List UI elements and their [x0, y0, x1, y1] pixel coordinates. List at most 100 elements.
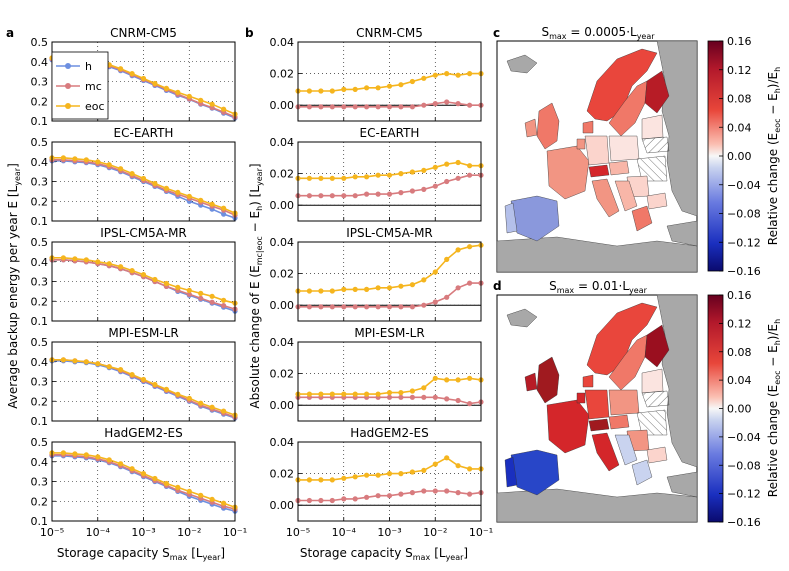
point-mc	[444, 396, 450, 402]
colorbar-tick-label: −0.12	[727, 488, 761, 501]
point-eoc	[455, 72, 461, 78]
y-tick-label: 0.1	[31, 415, 49, 428]
point-eoc	[341, 391, 347, 397]
point-eoc	[364, 85, 370, 91]
point-eoc	[186, 488, 192, 494]
point-eoc	[60, 357, 66, 363]
point-eoc	[352, 474, 358, 480]
map-d-africa	[496, 488, 698, 523]
point-eoc	[175, 89, 181, 95]
y-tick-label: 0.02	[270, 468, 295, 481]
point-mc	[398, 304, 404, 310]
map-c-portugal	[504, 202, 518, 234]
map-c-benelux	[576, 138, 586, 150]
map-c-countries	[496, 40, 698, 273]
series-line-eoc	[298, 244, 482, 292]
point-mc	[467, 491, 473, 497]
point-eoc	[163, 280, 169, 287]
point-eoc	[329, 391, 335, 397]
point-eoc	[83, 452, 89, 458]
point-mc	[421, 302, 427, 308]
subplot-a-3: IPSL-CM5A-MR 0.1 0.2 0.3 0.4 0.5	[31, 226, 238, 328]
point-eoc	[186, 93, 192, 99]
panel-a-line-charts: CNRM-CM5 0.1 0.2 0.3 0.4 0.5 EC-EARTH 0.1 0.2 0.3…	[31, 26, 248, 539]
point-eoc	[467, 71, 473, 77]
y-tick-label: 0.1	[31, 315, 49, 328]
point-eoc	[106, 261, 112, 267]
x-tick-label: 10⁻²	[177, 526, 201, 539]
point-eoc	[352, 174, 358, 180]
point-eoc	[209, 293, 215, 299]
map-d-belarus	[641, 390, 670, 408]
point-eoc	[129, 268, 135, 274]
point-eoc	[341, 86, 347, 92]
point-eoc	[118, 166, 124, 172]
y-tick-label: 0.2	[31, 295, 49, 308]
x-tick-label: 10⁻⁴	[86, 526, 111, 539]
point-eoc	[444, 256, 450, 262]
map-c-germany	[584, 135, 610, 166]
point-mc	[352, 104, 358, 110]
point-eoc	[175, 284, 181, 290]
point-eoc	[140, 175, 147, 182]
point-eoc	[386, 471, 393, 477]
point-mc	[375, 493, 381, 499]
panel-b-xlabel: Storage capacity Smax [Lyear]	[300, 546, 468, 562]
map-d-balkans	[614, 434, 638, 466]
point-eoc	[209, 496, 215, 502]
point-mc	[306, 497, 312, 504]
subplot-title: IPSL-CM5A-MR	[100, 226, 187, 240]
point-eoc	[221, 205, 227, 211]
y-tick-label: 0.00	[270, 399, 295, 412]
point-eoc	[375, 391, 381, 397]
subplot-title: CNRM-CM5	[110, 26, 177, 40]
y-tick-label: 0.02	[270, 168, 295, 181]
point-eoc	[221, 106, 227, 112]
panel-a-ylabel: Average backup energy per year E [Lyear]	[6, 163, 22, 409]
point-mc	[444, 488, 450, 494]
map-d-greece	[631, 459, 653, 486]
series-line-eoc	[52, 256, 236, 304]
colorbar-tick-label: −0.16	[727, 516, 761, 529]
point-eoc	[306, 477, 312, 483]
point-eoc	[209, 404, 215, 410]
point-eoc	[375, 285, 381, 291]
point-mc	[318, 193, 324, 199]
point-mc	[467, 102, 473, 108]
map-c-uk	[536, 102, 560, 150]
y-tick-label: 0.04	[270, 36, 295, 49]
point-eoc	[318, 175, 324, 181]
point-eoc	[364, 174, 370, 180]
point-eoc	[467, 244, 473, 250]
point-mc	[352, 496, 358, 502]
point-eoc	[421, 167, 427, 173]
point-eoc	[60, 255, 66, 261]
map-d-turkey	[666, 471, 698, 498]
map-d-ukraine	[636, 409, 668, 436]
legend-marker-eoc	[65, 103, 71, 109]
map-c-poland	[608, 135, 640, 162]
point-eoc	[72, 156, 78, 162]
y-tick-label: 0.1	[31, 115, 49, 128]
map-d-benelux	[576, 392, 586, 404]
map-c-bulgaria	[646, 192, 668, 210]
map-d-czech-slovakia	[608, 414, 630, 430]
point-mc	[352, 304, 358, 310]
y-tick-label: 0.5	[31, 336, 49, 349]
point-eoc	[198, 197, 204, 203]
point-eoc	[106, 162, 112, 168]
y-tick-label: 0.02	[270, 368, 295, 381]
point-eoc	[409, 282, 415, 288]
point-eoc	[306, 391, 312, 397]
point-eoc	[106, 364, 112, 370]
subplot-b-4: MPI-ESM-LR 0.00 0.02 0.04	[270, 326, 484, 422]
subplot-frame	[297, 141, 482, 222]
point-mc	[306, 193, 312, 199]
colorbar-tick-label: −0.08	[727, 208, 761, 221]
point-eoc	[72, 451, 78, 457]
legend-label-mc: mc	[85, 80, 102, 93]
legend: h mc eoc	[51, 51, 109, 120]
point-eoc	[106, 457, 112, 463]
point-eoc	[444, 71, 450, 77]
point-eoc	[455, 159, 461, 166]
